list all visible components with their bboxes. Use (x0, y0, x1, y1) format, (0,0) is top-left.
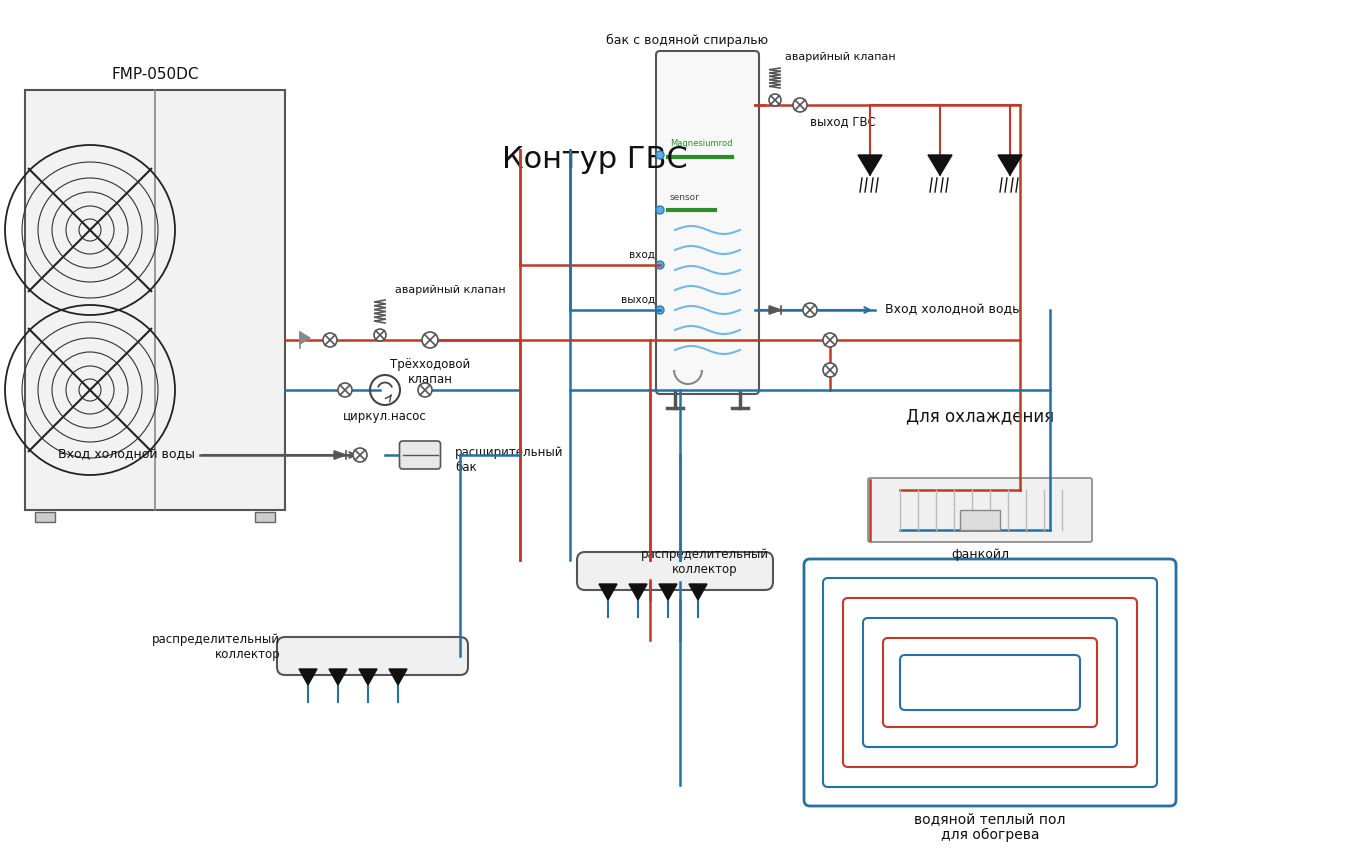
Polygon shape (858, 155, 883, 175)
Polygon shape (629, 584, 647, 600)
Circle shape (656, 206, 664, 214)
Text: выход: выход (621, 295, 655, 305)
FancyBboxPatch shape (35, 512, 55, 522)
Text: циркул.насос: циркул.насос (344, 410, 427, 423)
Text: распределительный
коллектор: распределительный коллектор (151, 633, 280, 661)
FancyBboxPatch shape (400, 441, 441, 469)
Polygon shape (689, 584, 707, 600)
Text: вход: вход (629, 250, 655, 260)
Circle shape (792, 98, 807, 112)
Text: бак с водяной спиралью: бак с водяной спиралью (607, 34, 768, 47)
Polygon shape (998, 155, 1022, 175)
Polygon shape (359, 669, 376, 685)
Text: sensor: sensor (670, 193, 700, 202)
Circle shape (656, 151, 664, 159)
Text: Трёхходовой
клапан: Трёхходовой клапан (390, 358, 471, 386)
Polygon shape (300, 332, 310, 344)
Circle shape (421, 332, 438, 348)
Circle shape (338, 383, 352, 397)
Circle shape (353, 448, 367, 462)
Circle shape (374, 329, 386, 341)
FancyBboxPatch shape (277, 637, 468, 675)
Polygon shape (599, 584, 617, 600)
FancyBboxPatch shape (577, 552, 773, 590)
FancyBboxPatch shape (960, 510, 1000, 530)
Circle shape (323, 333, 337, 347)
Circle shape (656, 261, 664, 269)
Text: Для охлаждения: Для охлаждения (906, 407, 1054, 425)
Circle shape (803, 303, 817, 317)
Text: распределительный
коллектор: распределительный коллектор (641, 548, 769, 576)
Circle shape (656, 306, 664, 314)
Circle shape (822, 363, 837, 377)
FancyBboxPatch shape (656, 51, 758, 394)
Circle shape (769, 94, 782, 106)
Polygon shape (389, 669, 406, 685)
Polygon shape (769, 306, 782, 314)
Text: Magnesiumrod: Magnesiumrod (670, 139, 732, 148)
Polygon shape (334, 451, 346, 459)
Polygon shape (928, 155, 952, 175)
Text: Вход холодной воды: Вход холодной воды (59, 449, 195, 461)
Text: выход ГВС: выход ГВС (810, 115, 876, 128)
FancyBboxPatch shape (25, 90, 285, 510)
Text: водяной теплый пол
для обогрева: водяной теплый пол для обогрева (914, 812, 1065, 842)
FancyBboxPatch shape (803, 559, 1176, 806)
Text: аварийный клапан: аварийный клапан (396, 285, 506, 295)
Polygon shape (659, 584, 677, 600)
FancyBboxPatch shape (868, 478, 1093, 542)
Circle shape (417, 383, 432, 397)
Text: аварийный клапан: аварийный клапан (786, 52, 896, 62)
Circle shape (822, 333, 837, 347)
Polygon shape (299, 669, 316, 685)
Text: Вход холодной воды: Вход холодной воды (885, 303, 1022, 317)
Text: фанкойл: фанкойл (951, 548, 1009, 561)
Text: расширительный
бак: расширительный бак (456, 446, 563, 474)
FancyBboxPatch shape (255, 512, 276, 522)
Polygon shape (329, 669, 346, 685)
Text: FMP-050DC: FMP-050DC (112, 67, 199, 82)
Text: Контур ГВС: Контур ГВС (502, 146, 687, 175)
